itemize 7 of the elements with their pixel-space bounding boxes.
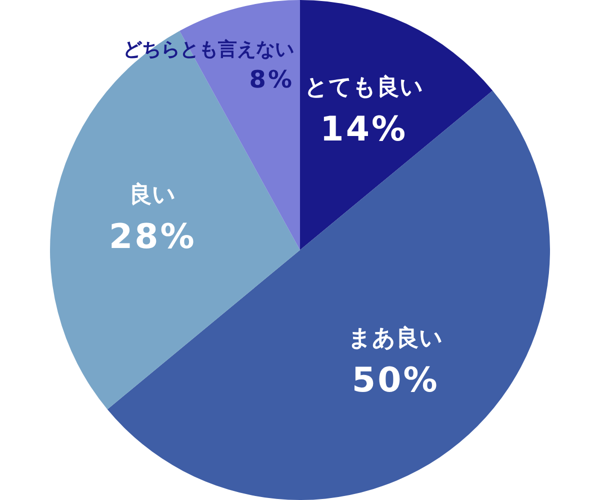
data-label: 14% — [320, 109, 408, 150]
data-label: 8% — [249, 66, 294, 94]
slice-label: 良い — [129, 180, 176, 208]
slice-label: とても良い — [304, 73, 424, 100]
data-label: 50% — [352, 360, 440, 401]
data-label: 28% — [108, 216, 196, 257]
slice-label: まあ良い — [348, 324, 444, 352]
